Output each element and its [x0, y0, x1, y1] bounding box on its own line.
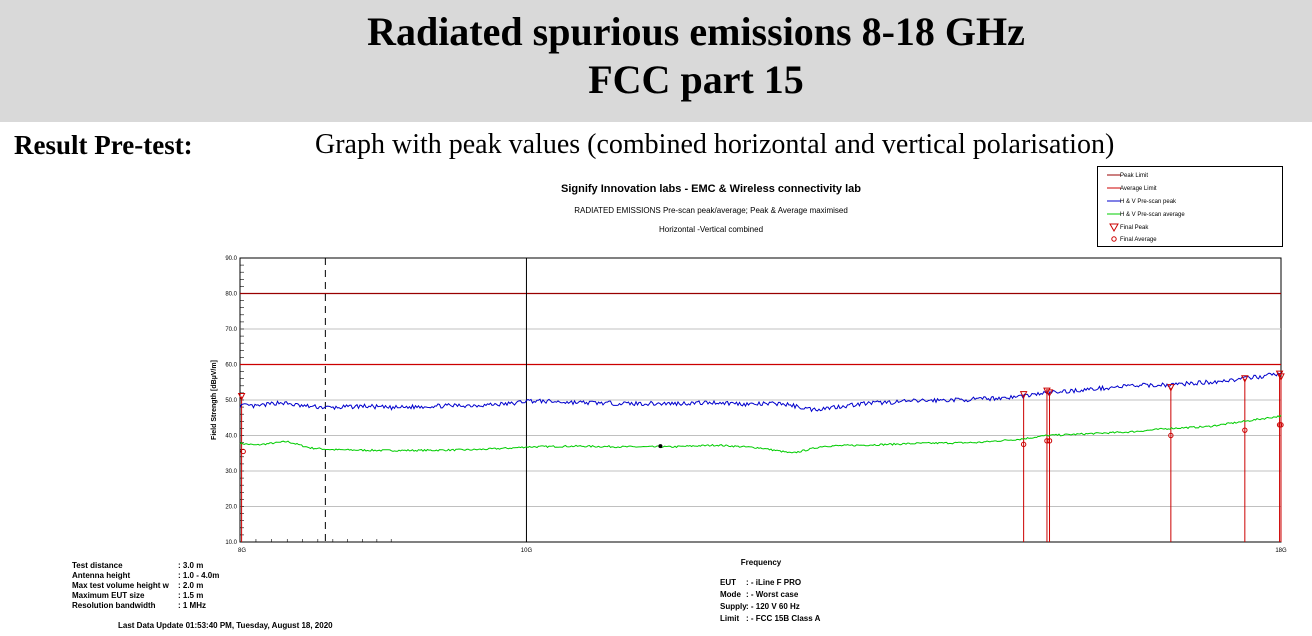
result-description: Graph with peak values (combined horizon…	[315, 129, 1115, 160]
legend-label: Final Peak	[1120, 225, 1149, 231]
header-title-line1: Radiated spurious emissions 8-18 GHz	[367, 9, 1025, 54]
final-average-marker	[1046, 438, 1053, 444]
test-param-row: Max test volume height w: 2.0 m	[72, 581, 204, 590]
test-param-row: Maximum EUT size: 1.5 m	[72, 591, 204, 600]
final-average-marker	[1168, 432, 1174, 439]
prescan-peak-trace	[239, 372, 1282, 413]
legend-item-prescan-average: H & V Pre-scan average	[1098, 209, 1282, 221]
test-params: Test distance: 3.0 m Antenna height: 1.0…	[72, 561, 219, 611]
final-peak-marker	[1019, 391, 1028, 399]
final-average-marker	[1044, 438, 1050, 444]
final-average-marker	[1242, 427, 1248, 433]
last-update: Last Data Update 01:53:40 PM, Tuesday, A…	[118, 621, 333, 630]
prescan-average-trace	[239, 414, 1282, 454]
legend-line-icon	[1107, 213, 1121, 215]
legend-label: H & V Pre-scan peak	[1120, 199, 1177, 205]
x-tick-label: 18G	[1275, 548, 1287, 554]
legend-line-icon	[1107, 187, 1121, 189]
y-tick-label: 80.0	[225, 292, 237, 298]
legend-line-icon	[1107, 174, 1121, 176]
annotation-point	[658, 444, 663, 449]
test-param-row: Test distance: 3.0 m	[72, 561, 204, 570]
chart-subtitle: RADIATED EMISSIONS Pre-scan peak/average…	[574, 206, 848, 215]
header-title-line2: FCC part 15	[588, 57, 804, 102]
final-average-marker	[240, 448, 246, 455]
x-axis-label: Frequency	[741, 558, 782, 567]
legend-item-prescan-peak: H & V Pre-scan peak	[1098, 196, 1282, 208]
final-peak-marker	[1277, 373, 1285, 382]
result-label: Result Pre-test:	[14, 130, 193, 160]
y-axis-label: Field Strength [dBµV/m]	[211, 360, 218, 440]
eut-info-row: EUT: - iLine F PRO	[720, 578, 802, 587]
chart-title: Signify Innovation labs - EMC & Wireless…	[560, 183, 861, 195]
final-peak-marker	[1241, 375, 1249, 383]
legend-line-icon	[1107, 200, 1121, 202]
triangle-icon	[1109, 223, 1119, 233]
y-tick-label: 60.0	[225, 363, 237, 369]
test-param-row: Resolution bandwidth: 1 MHz	[72, 601, 206, 610]
x-tick-label: 8G	[238, 548, 246, 554]
y-tick-label: 20.0	[225, 505, 237, 511]
legend-item-average-limit: Average Limit	[1098, 183, 1282, 195]
chart-subtitle-2: Horizontal -Vertical combined	[658, 225, 764, 234]
eut-info: EUT: - iLine F PRO Mode: - Worst case Su…	[720, 577, 820, 625]
final-peak-marker	[1043, 387, 1051, 396]
legend-label: Final Average	[1120, 237, 1157, 243]
legend-item-final-average: Final Average	[1098, 234, 1282, 246]
y-tick-label: 10.0	[225, 540, 237, 546]
legend-label: Peak Limit	[1120, 173, 1149, 179]
y-tick-label: 90.0	[225, 256, 237, 262]
final-average-marker	[1278, 422, 1284, 428]
eut-info-row: Limit: - FCC 15B Class A	[720, 614, 821, 623]
test-param-row: Antenna height: 1.0 - 4.0m	[72, 571, 220, 580]
y-tick-label: 30.0	[225, 469, 237, 475]
final-peak-marker	[237, 392, 246, 401]
y-tick-label: 70.0	[225, 327, 237, 333]
final-peak-marker	[1167, 384, 1175, 392]
legend-label: H & V Pre-scan average	[1120, 212, 1185, 218]
chart-legend: Peak Limit Average Limit H & V Pre-scan …	[1097, 166, 1283, 247]
circle-icon	[1111, 236, 1117, 242]
final-peak-marker	[1045, 389, 1054, 398]
eut-info-row: Mode: - Worst case	[720, 590, 799, 599]
final-average-marker	[1020, 441, 1027, 448]
legend-item-final-peak: Final Peak	[1098, 222, 1282, 234]
y-tick-label: 40.0	[225, 434, 237, 440]
legend-label: Average Limit	[1120, 186, 1157, 192]
legend-item-peak-limit: Peak Limit	[1098, 170, 1282, 182]
x-tick-label: 10G	[521, 548, 533, 554]
header-banner: Radiated spurious emissions 8-18 GHz FCC…	[0, 0, 1312, 122]
y-tick-label: 50.0	[225, 398, 237, 404]
eut-info-row: Supply: - 120 V 60 Hz	[720, 602, 800, 611]
